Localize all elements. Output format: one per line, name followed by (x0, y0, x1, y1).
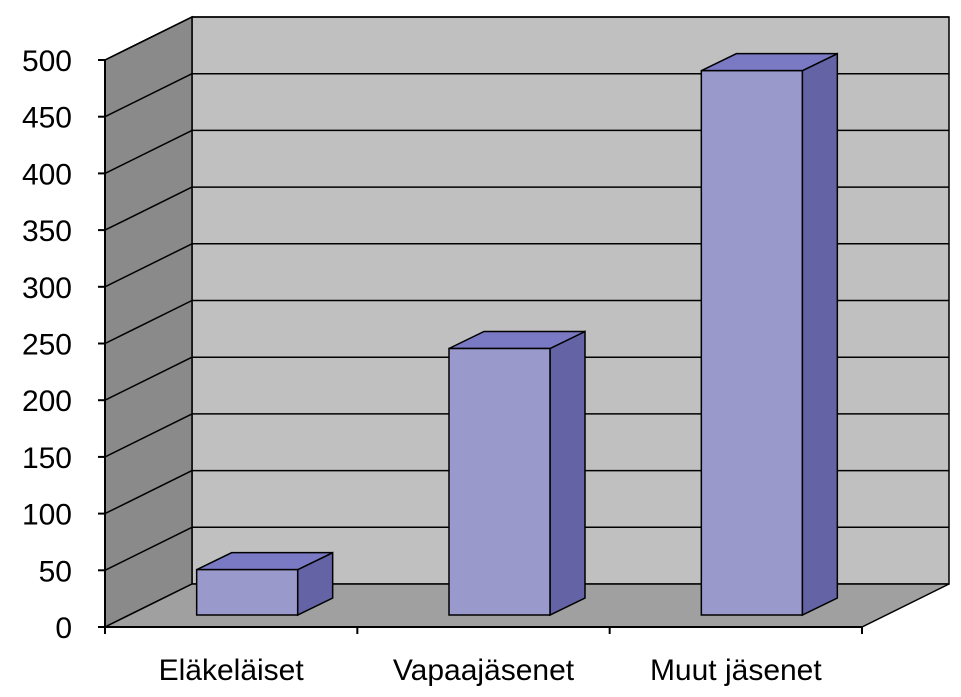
y-tick-label: 250 (22, 329, 72, 362)
axes (98, 59, 863, 634)
gridline-side (104, 469, 193, 515)
bar-3 (700, 69, 804, 616)
gridline-side (104, 413, 193, 458)
gridline-side (104, 356, 193, 401)
gridline-side (104, 243, 193, 288)
category-label: Vapaajäsenet (393, 654, 575, 687)
gridline-side (104, 73, 193, 118)
bar-side-3 (801, 52, 839, 617)
y-tick-label: 100 (22, 499, 72, 532)
y-tick-label: 200 (22, 385, 72, 418)
gridline-side (104, 186, 193, 231)
category-label: Muut jäsenet (650, 654, 822, 687)
y-tick-label: 0 (55, 612, 72, 645)
y-tick-label: 450 (22, 102, 72, 135)
bar-side-2 (549, 330, 586, 617)
bars (195, 52, 839, 617)
y-tick-label: 150 (22, 442, 72, 475)
bar-2 (448, 347, 551, 616)
gridline-side (104, 129, 193, 175)
y-tick-label: 300 (22, 272, 72, 305)
y-tick-label: 500 (22, 45, 72, 78)
y-axis-tick-labels: 0 50 100 150 200 250 300 350 400 450 500 (22, 45, 72, 645)
y-tick-label: 50 (39, 555, 72, 588)
x-axis-category-labels: Eläkeläiset Vapaajäsenet Muut jäsenet (159, 654, 823, 687)
y-tick-label: 400 (22, 158, 72, 191)
y-tick-label: 350 (22, 215, 72, 248)
bar-1 (195, 568, 299, 616)
gridline-side (104, 526, 193, 571)
category-label: Eläkeläiset (159, 654, 305, 687)
gridline-side (104, 16, 193, 61)
gridline-side (104, 299, 193, 345)
